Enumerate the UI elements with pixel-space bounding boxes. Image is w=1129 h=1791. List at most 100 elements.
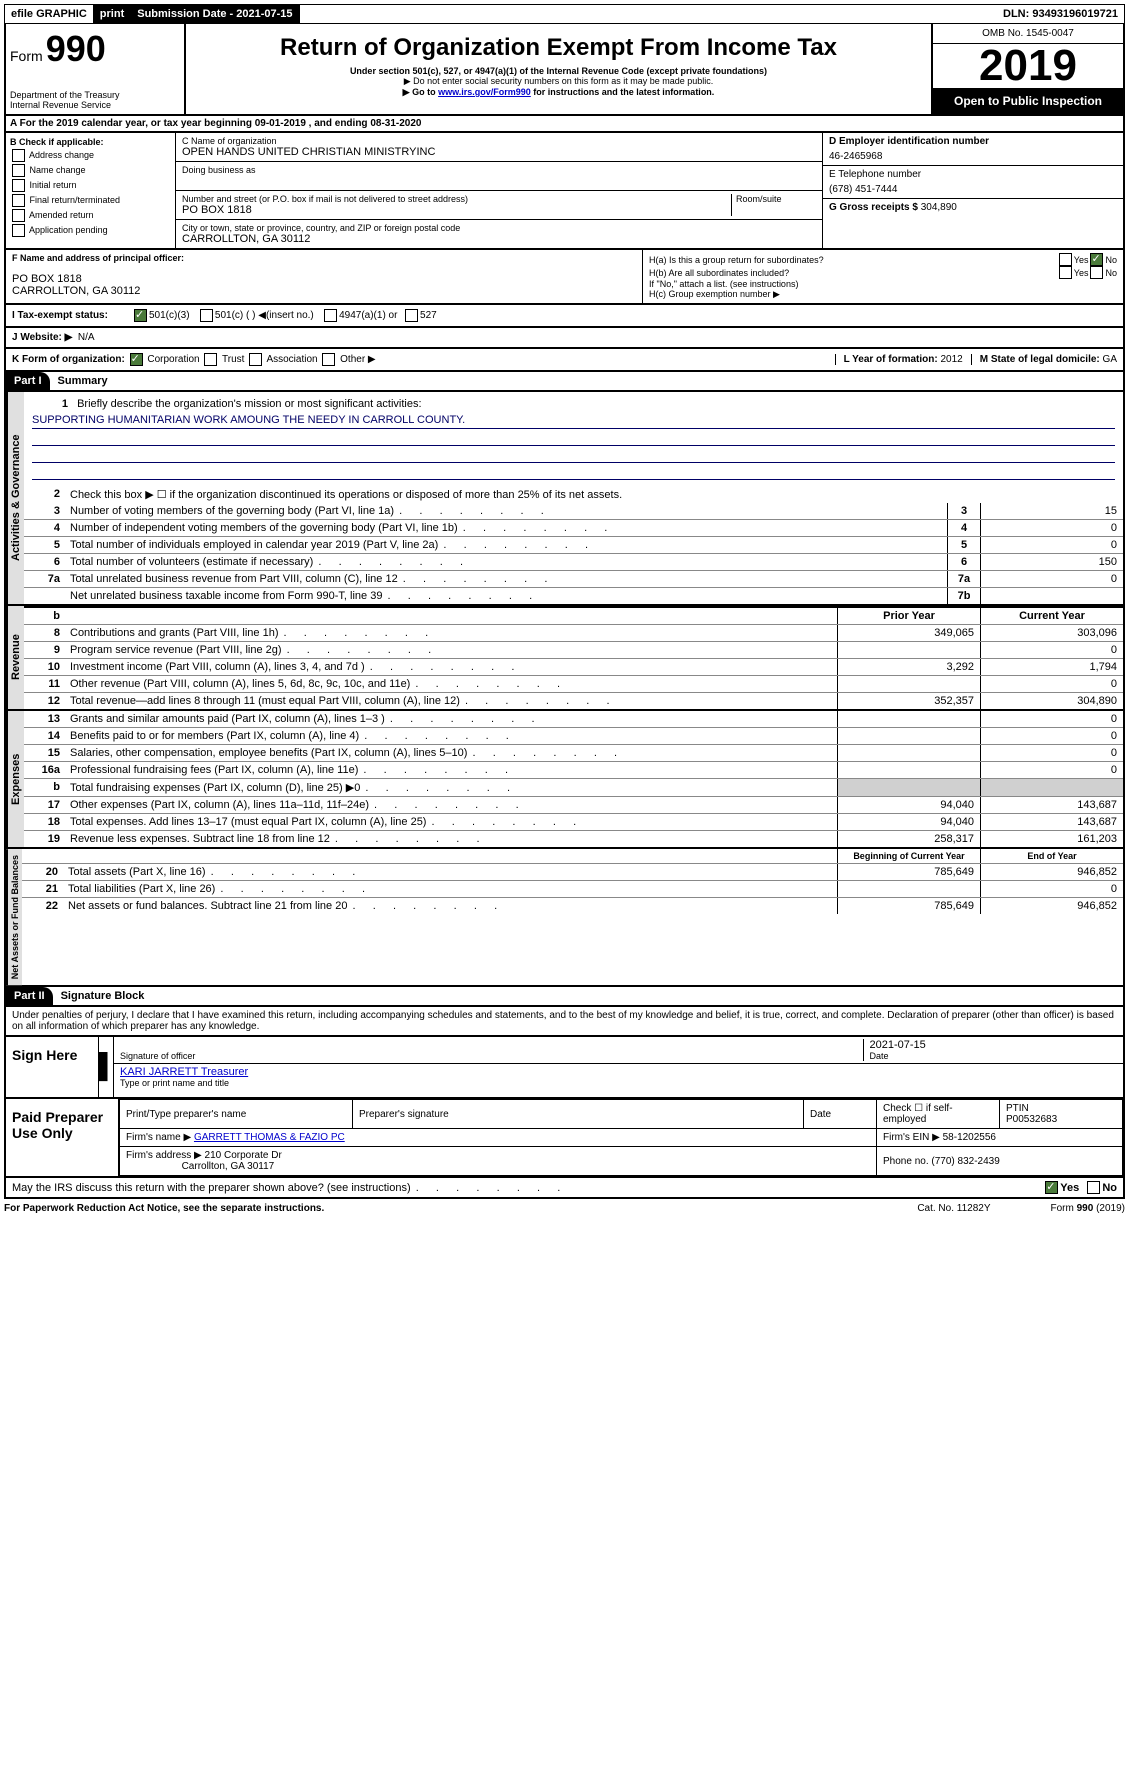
table-row: 14Benefits paid to or for members (Part … — [24, 728, 1123, 745]
ptin-value: P00532683 — [1006, 1114, 1116, 1125]
sign-date: 2021-07-15 — [870, 1039, 1118, 1051]
note-link: ▶ Go to www.irs.gov/Form990 for instruct… — [192, 87, 925, 98]
prior-year-header: Prior Year — [837, 608, 980, 624]
part1-num: Part I — [6, 372, 50, 390]
chk-501c[interactable] — [200, 309, 213, 322]
hb-yes[interactable] — [1059, 266, 1072, 279]
revenue-label: Revenue — [6, 606, 24, 709]
check-b-title: B Check if applicable: — [10, 137, 171, 147]
check-column-b: B Check if applicable: Address change Na… — [6, 133, 176, 248]
lbl-corp: Corporation — [147, 354, 199, 365]
form-title: Return of Organization Exempt From Incom… — [192, 34, 925, 62]
table-row: 12Total revenue—add lines 8 through 11 (… — [24, 693, 1123, 709]
table-row: Net unrelated business taxable income fr… — [24, 588, 1123, 604]
ptin-label: PTIN — [1006, 1103, 1116, 1114]
table-row: 17Other expenses (Part IX, column (A), l… — [24, 797, 1123, 814]
chk-4947[interactable] — [324, 309, 337, 322]
submission-date: Submission Date - 2021-07-15 — [131, 5, 299, 23]
officer-label: F Name and address of principal officer: — [12, 253, 636, 263]
discuss-no[interactable] — [1087, 1181, 1100, 1194]
expenses-section: Expenses 13Grants and similar amounts pa… — [4, 711, 1125, 849]
form-header: Form 990 Department of the Treasury Inte… — [4, 24, 1125, 116]
org-info-grid: B Check if applicable: Address change Na… — [4, 133, 1125, 250]
year-formation: 2012 — [940, 354, 962, 365]
part2-num: Part II — [6, 987, 53, 1005]
table-row: 20Total assets (Part X, line 16)785,6499… — [22, 864, 1123, 881]
name-block: C Name of organization OPEN HANDS UNITED… — [176, 133, 823, 248]
ha-yes[interactable] — [1059, 253, 1072, 266]
chk-name[interactable]: Name change — [10, 164, 171, 177]
room-label: Room/suite — [731, 194, 816, 216]
org-address: PO BOX 1818 — [182, 204, 731, 216]
ein-label: D Employer identification number — [829, 136, 1117, 147]
table-row: 18Total expenses. Add lines 13–17 (must … — [24, 814, 1123, 831]
l2-text: Check this box ▶ ☐ if the organization d… — [66, 486, 1123, 503]
hb-no[interactable] — [1090, 266, 1103, 279]
governance-section: Activities & Governance 1 Briefly descri… — [4, 392, 1125, 606]
revenue-section: Revenue b Prior Year Current Year 8Contr… — [4, 606, 1125, 711]
sign-here-label: Sign Here — [6, 1037, 99, 1097]
chk-trust[interactable] — [204, 353, 217, 366]
city-label: City or town, state or province, country… — [182, 223, 816, 233]
end-year-header: End of Year — [980, 849, 1123, 863]
chk-pending[interactable]: Application pending — [10, 224, 171, 237]
state-value: GA — [1103, 354, 1117, 365]
korg-row: K Form of organization: Corporation Trus… — [4, 349, 1125, 372]
ein-value: 46-2465968 — [829, 151, 1117, 162]
firm-phone-label: Phone no. — [883, 1156, 929, 1167]
lbl-501c3: 501(c)(3) — [149, 310, 190, 321]
discuss-yes[interactable] — [1045, 1181, 1058, 1194]
table-row: 7aTotal unrelated business revenue from … — [24, 571, 1123, 588]
open-public: Open to Public Inspection — [933, 88, 1123, 114]
table-row: 9Program service revenue (Part VIII, lin… — [24, 642, 1123, 659]
lbl-4947: 4947(a)(1) or — [339, 310, 397, 321]
perjury-text: Under penalties of perjury, I declare th… — [4, 1007, 1125, 1037]
yes-lbl2: Yes — [1074, 268, 1089, 278]
table-row: 13Grants and similar amounts paid (Part … — [24, 711, 1123, 728]
org-name: OPEN HANDS UNITED CHRISTIAN MINISTRYINC — [182, 146, 816, 158]
goto-suffix: for instructions and the latest informat… — [531, 87, 715, 97]
korg-label: K Form of organization: — [12, 354, 125, 365]
ha-no[interactable] — [1090, 253, 1103, 266]
status-label: I Tax-exempt status: — [12, 310, 132, 321]
chk-address[interactable]: Address change — [10, 149, 171, 162]
chk-501c3[interactable] — [134, 309, 147, 322]
chk-initial[interactable]: Initial return — [10, 179, 171, 192]
chk-amended[interactable]: Amended return — [10, 209, 171, 222]
goto-prefix: ▶ Go to — [403, 87, 438, 97]
tax-year-row: A For the 2019 calendar year, or tax yea… — [4, 116, 1125, 133]
governance-label: Activities & Governance — [6, 392, 24, 604]
preparer-table: Print/Type preparer's name Preparer's si… — [119, 1099, 1123, 1176]
firm-name[interactable]: GARRETT THOMAS & FAZIO PC — [194, 1132, 345, 1143]
table-row: 8Contributions and grants (Part VIII, li… — [24, 625, 1123, 642]
gross-label: G Gross receipts $ — [829, 202, 921, 213]
right-column-d: D Employer identification number 46-2465… — [823, 133, 1123, 248]
chk-assoc[interactable] — [249, 353, 262, 366]
cat-no: Cat. No. 11282Y — [917, 1203, 990, 1214]
chk-final[interactable]: Final return/terminated — [10, 194, 171, 207]
expenses-label: Expenses — [6, 711, 24, 847]
part2-title: Signature Block — [53, 987, 153, 1005]
table-row: 21Total liabilities (Part X, line 26)0 — [22, 881, 1123, 898]
efile-label: efile GRAPHIC — [5, 5, 94, 23]
form-subtitle: Under section 501(c), 527, or 4947(a)(1)… — [192, 66, 925, 76]
officer-group-row: F Name and address of principal officer:… — [4, 250, 1125, 305]
hb-label: H(b) Are all subordinates included? — [649, 268, 1057, 278]
form-footer: Form 990 (2019) — [1051, 1203, 1125, 1214]
website-value: N/A — [78, 332, 95, 343]
chk-527[interactable] — [405, 309, 418, 322]
table-row: 3Number of voting members of the governi… — [24, 503, 1123, 520]
no-lbl2: No — [1105, 268, 1117, 278]
sign-section: Sign Here ▌ Signature of officer 2021-07… — [4, 1037, 1125, 1099]
print-button[interactable]: print — [94, 5, 131, 23]
table-row: 4Number of independent voting members of… — [24, 520, 1123, 537]
chk-other[interactable] — [322, 353, 335, 366]
signer-name[interactable]: KARI JARRETT Treasurer — [120, 1066, 248, 1078]
self-employed[interactable]: Check ☐ if self-employed — [877, 1100, 1000, 1129]
org-name-label: C Name of organization — [182, 136, 816, 146]
org-city: CARROLLTON, GA 30112 — [182, 233, 816, 245]
irs-link[interactable]: www.irs.gov/Form990 — [438, 87, 531, 97]
paid-preparer-label: Paid Preparer Use Only — [6, 1099, 119, 1176]
table-row: 6Total number of volunteers (estimate if… — [24, 554, 1123, 571]
chk-corp[interactable] — [130, 353, 143, 366]
